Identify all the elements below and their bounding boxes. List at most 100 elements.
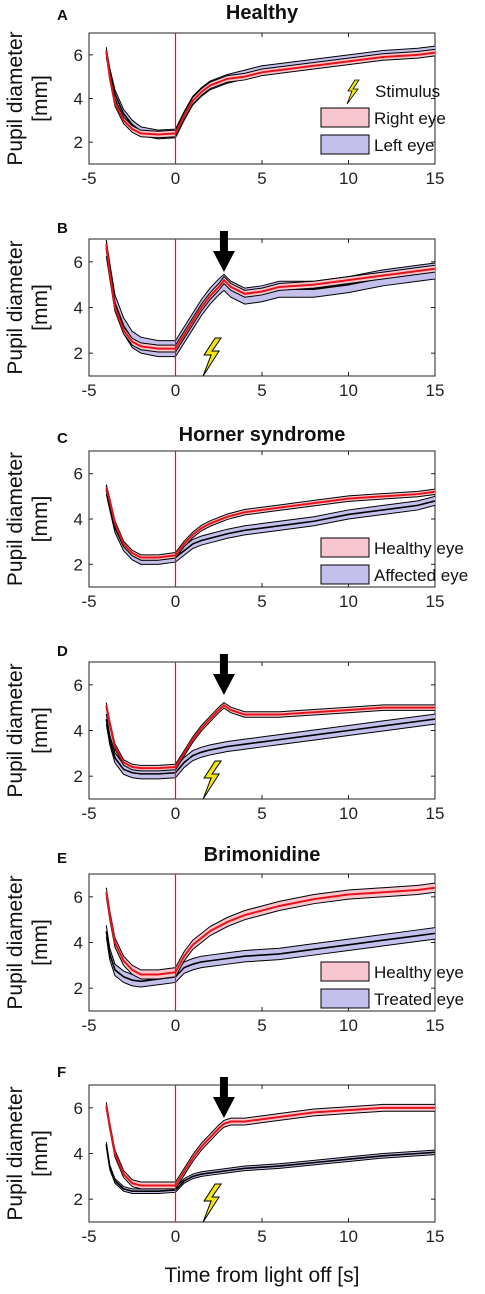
legend-swatch	[320, 564, 370, 585]
panel-f: -5 0 5 10 15 2 4 6 Pupil diameter [mm] F	[4, 1064, 444, 1246]
series-line-right-eye	[105, 50, 435, 136]
x-tick-label: 0	[171, 381, 180, 400]
series-lower-edge	[105, 256, 435, 358]
y-tick-label: 2	[74, 133, 83, 152]
panel-d: -5 0 5 10 15 2 4 6 Pupil diameter [mm] D	[4, 643, 444, 823]
x-tick-label: -5	[81, 1016, 96, 1035]
x-tick-label: 15	[426, 169, 445, 188]
y-tick-label: 2	[74, 1190, 83, 1209]
x-tick-label: 15	[426, 592, 445, 611]
series-band-healthy-eye	[106, 484, 435, 561]
x-tick-label: 0	[171, 169, 180, 188]
y-tick-label: 4	[74, 90, 83, 109]
y-axis-label: Pupil diameter	[4, 875, 27, 1009]
x-tick-label: -5	[81, 804, 96, 823]
panel-letter: A	[57, 7, 68, 24]
legend-label: Treated eye	[374, 990, 464, 1009]
x-tick-label: -5	[81, 592, 96, 611]
x-tick-label: 5	[257, 592, 266, 611]
plot-area	[105, 702, 435, 780]
series-lower-edge	[105, 891, 435, 980]
y-tick-label: 6	[74, 676, 83, 695]
plot-area	[105, 484, 435, 565]
series-upper-edge	[105, 1142, 435, 1190]
legend-label: Healthy eye	[374, 963, 464, 982]
stimulus-bolt-icon	[202, 760, 223, 800]
legend-swatch	[320, 537, 370, 558]
x-tick-label: 5	[257, 1227, 266, 1246]
y-tick-label: 4	[74, 722, 83, 741]
x-tick-label: 10	[339, 381, 358, 400]
panel-title: Healthy	[226, 2, 299, 24]
series-upper-edge	[105, 925, 435, 977]
legend-swatch	[320, 961, 370, 982]
x-tick-label: 5	[257, 169, 266, 188]
plot-area	[105, 882, 435, 988]
x-tick-label: 15	[426, 1227, 445, 1246]
panel-letter: D	[57, 643, 68, 660]
series-lower-edge	[105, 936, 435, 988]
panel-letter: F	[57, 1064, 66, 1081]
series-lower-edge	[105, 53, 435, 139]
series-line-treated-eye	[105, 930, 435, 983]
y-tick-label: 4	[74, 1145, 83, 1164]
panel-letter: B	[57, 220, 68, 237]
x-tick-label: 0	[171, 804, 180, 823]
series-upper-edge	[105, 45, 435, 131]
y-axis-unit: [mm]	[29, 284, 52, 331]
panel-a: -5 0 5 10 15 2 4 6 Pupil diameter [mm] A Healthy Sti…	[4, 2, 446, 188]
series-line-affected-eye	[105, 718, 435, 775]
x-tick-label: -5	[81, 169, 96, 188]
legend-label: Left eye	[374, 136, 435, 155]
y-axis-label: Pupil diameter	[4, 240, 27, 374]
panel-title: Horner syndrome	[179, 424, 346, 446]
series-line-healthy-eye	[105, 1105, 435, 1187]
panel-letter: E	[57, 850, 67, 867]
y-tick-label: 6	[74, 253, 83, 272]
x-tick-label: 10	[339, 804, 358, 823]
plot-area	[105, 1102, 435, 1194]
legend-label: Affected eye	[374, 566, 468, 585]
legend-bolt-icon	[346, 79, 360, 105]
legend-swatch	[320, 107, 370, 128]
y-axis-label: Pupil diameter	[4, 452, 27, 586]
series-upper-edge	[105, 47, 435, 132]
y-tick-label: 6	[74, 465, 83, 484]
x-tick-label: 15	[426, 804, 445, 823]
series-lower-edge	[105, 1146, 435, 1194]
series-line-right-eye	[105, 243, 435, 350]
stimulus-bolt-icon	[202, 337, 223, 377]
y-axis-unit: [mm]	[29, 707, 52, 754]
x-tick-label: 0	[171, 592, 180, 611]
series-band-affected-eye	[106, 485, 435, 565]
x-axis-label: Time from light off [s]	[165, 1264, 360, 1287]
panel-c: -5 0 5 10 15 2 4 6 Pupil diameter [mm] C Horner syn…	[4, 424, 468, 611]
series-band-left-eye	[106, 240, 435, 357]
legend: Healthy eye Treated eye	[320, 961, 464, 1009]
y-tick-label: 2	[74, 979, 83, 998]
y-tick-label: 2	[74, 344, 83, 363]
plot-area	[105, 45, 435, 140]
x-tick-label: 10	[339, 1016, 358, 1035]
x-tick-label: 5	[257, 1016, 266, 1035]
y-tick-label: 4	[74, 299, 83, 318]
series-upper-edge	[105, 240, 435, 346]
y-tick-label: 2	[74, 767, 83, 786]
x-tick-label: 0	[171, 1227, 180, 1246]
peak-arrow-icon	[212, 231, 235, 272]
legend-label-stimulus: Stimulus	[375, 82, 440, 101]
y-tick-label: 4	[74, 934, 83, 953]
series-band-treated-eye	[106, 925, 435, 988]
series-upper-edge	[105, 882, 435, 971]
series-lower-edge	[105, 1108, 435, 1190]
legend: Healthy eye Affected eye	[320, 537, 468, 585]
y-axis-label: Pupil diameter	[4, 663, 27, 797]
x-tick-label: 10	[339, 592, 358, 611]
series-line-healthy-eye	[105, 487, 435, 559]
y-axis-label: Pupil diameter	[4, 31, 27, 165]
x-tick-label: 0	[171, 1016, 180, 1035]
y-axis-label: Pupil diameter	[4, 1086, 27, 1220]
y-tick-label: 6	[74, 888, 83, 907]
x-tick-label: 15	[426, 1016, 445, 1035]
